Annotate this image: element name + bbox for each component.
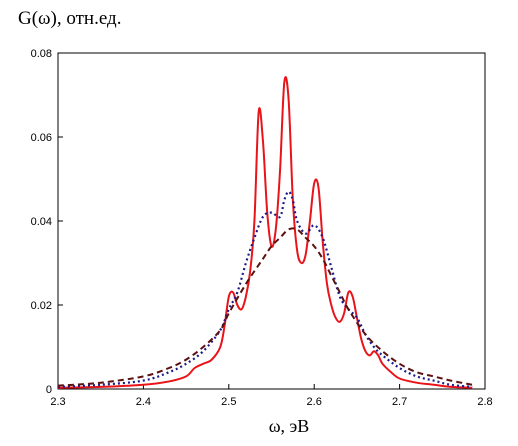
series-line-solid [57,76,473,389]
y-axis-ticks: 0 0.02 0.04 0.06 0.08 [31,48,63,396]
x-axis-ticks: 2.3 2.4 2.5 2.6 2.7 2.8 [50,384,493,408]
x-tick-label: 2.7 [392,396,407,408]
x-tick-label: 2.5 [221,396,236,408]
x-tick-label: 2.3 [50,396,65,408]
x-tick-label: 2.6 [307,396,322,408]
y-tick-label: 0.06 [31,132,52,144]
y-tick-label: 0.04 [31,216,52,228]
y-tick-label: 0 [46,384,52,396]
chart-title: G(ω), отн.ед. [18,8,121,29]
series-line-dotted [57,190,473,388]
series-group [57,76,473,389]
x-tick-label: 2.8 [477,396,492,408]
y-tick-label: 0.08 [31,48,52,60]
y-tick-label: 0.02 [31,300,52,312]
series-line-dashed [57,227,473,387]
x-axis-label: ω, эВ [269,416,310,436]
x-tick-label: 2.4 [136,396,151,408]
plot-area-frame [57,52,486,390]
